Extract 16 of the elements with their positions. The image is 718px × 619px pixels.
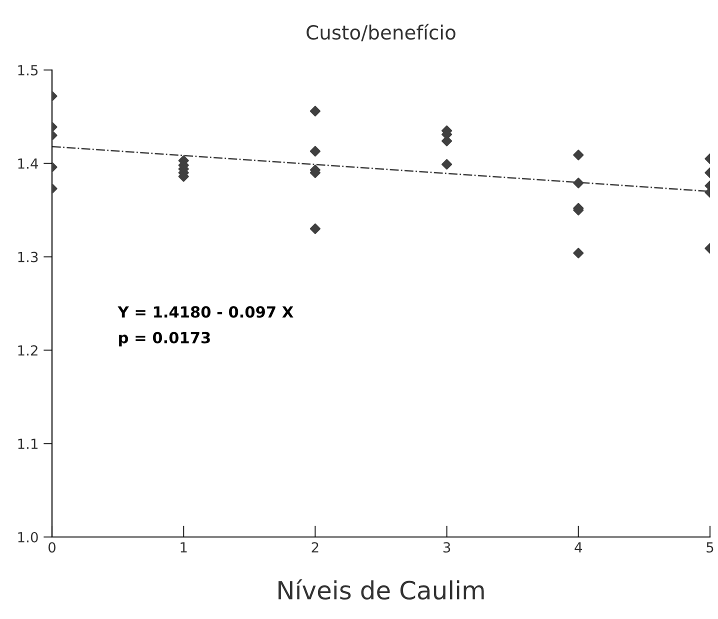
x-tick-label: 0 <box>48 542 56 553</box>
y-tick-label: 1.4 <box>18 158 38 169</box>
y-tick-label: 1.0 <box>18 532 38 542</box>
x-tick-label: 5 <box>706 542 714 553</box>
x-axis-title: Níveis de Caulim <box>278 579 484 600</box>
annotation: Y = 1.4180 - 0.097 X <box>118 306 294 318</box>
y-tick-label: 1.2 <box>18 345 38 356</box>
x-tick-label: 3 <box>443 542 450 553</box>
x-tick-label: 4 <box>574 542 582 552</box>
y-tick-label: 1.1 <box>18 438 38 449</box>
chart-title: Custo/benefício <box>306 24 456 42</box>
y-tick-label: 1.5 <box>18 65 38 76</box>
x-tick-label: 2 <box>312 542 318 552</box>
x-tick-label: 1 <box>180 542 187 552</box>
annotation: p = 0.0173 <box>119 332 210 346</box>
y-tick-label: 1.3 <box>18 252 38 262</box>
